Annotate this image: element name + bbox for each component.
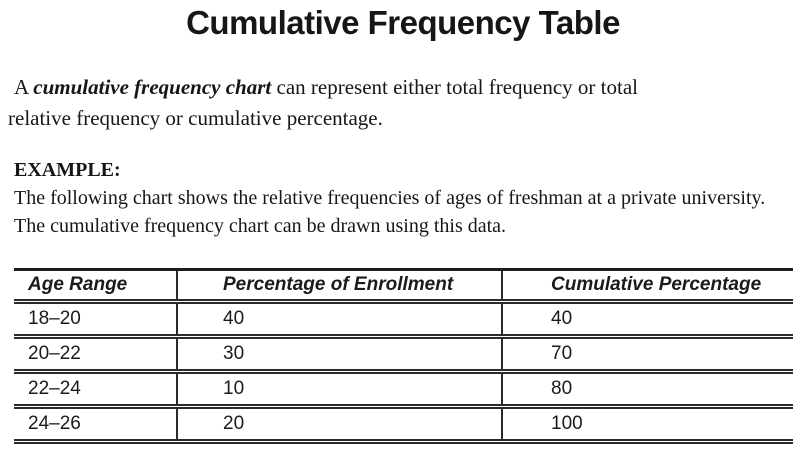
table-cell-cumulative: 40 [501,301,793,337]
table-cell-percentage: 30 [176,336,502,372]
intro-line-2: relative frequency or cumulative percent… [8,106,383,130]
header-row: Age Range Percentage of Enrollment Cumul… [14,269,793,302]
table-cell-cumulative: 100 [501,406,793,442]
table-row: 22–24 10 80 [14,371,793,407]
table-cell-age-range: 24–26 [28,413,81,434]
table-row: 18–20 40 40 [14,301,793,337]
intro-lead: A [14,75,29,99]
example-heading: EXAMPLE: [14,159,121,181]
table-body: 18–20 40 40 20–22 30 70 22–24 10 80 24–2… [14,301,793,442]
example-line-2: The cumulative frequency chart can be dr… [14,215,507,237]
intro-rest: can represent either total frequency or … [276,75,639,99]
example-line-1: The following chart shows the relative f… [14,187,766,209]
table-cell-percentage: 20 [176,406,502,442]
table-cell-percentage: 40 [176,301,502,337]
table-cell-age-range: 18–20 [28,308,81,329]
column-header-percentage-of-enrollment: Percentage of Enrollment [176,269,502,302]
column-header-cumulative-percentage: Cumulative Percentage [501,269,793,302]
column-header-age-range: Age Range [28,274,128,295]
table-row: 20–22 30 70 [14,336,793,372]
table-cell-age-range: 22–24 [28,378,81,399]
table-cell-cumulative: 80 [501,371,793,407]
intro-emphasis: cumulative frequency chart [33,75,272,99]
table-cell-percentage: 10 [176,371,502,407]
table-header: Age Range Percentage of Enrollment Cumul… [14,269,793,302]
table-cell-cumulative: 70 [501,336,793,372]
table-cell-age-range: 20–22 [28,343,81,364]
cumulative-frequency-table: Age Range Percentage of Enrollment Cumul… [14,268,793,444]
page-title: Cumulative Frequency Table [186,4,620,41]
intro-paragraph: A cumulative frequency chart can represe… [8,72,798,134]
example-section: EXAMPLE: The following chart shows the r… [14,156,798,240]
table-row: 24–26 20 100 [14,406,793,442]
